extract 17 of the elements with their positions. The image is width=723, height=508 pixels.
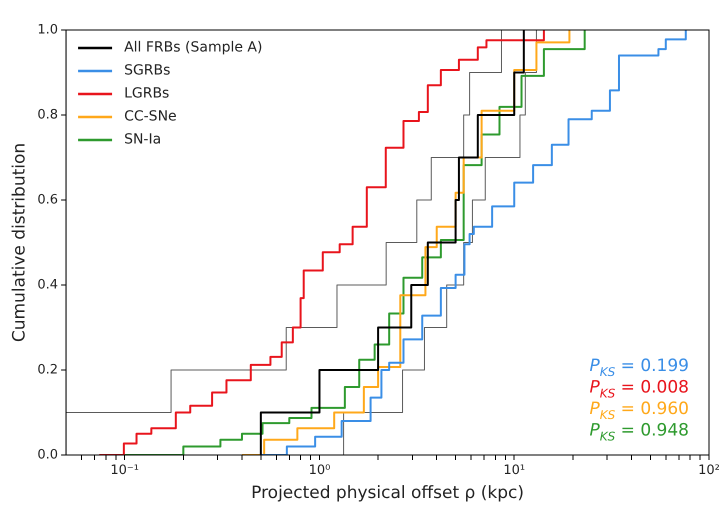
legend-label: All FRBs (Sample A) (124, 40, 262, 56)
legend-label: LGRBs (124, 86, 170, 102)
x-tick-label: 10² (698, 463, 720, 478)
x-tick-label: 10⁰ (308, 463, 330, 478)
y-tick-label: 0.2 (37, 362, 58, 378)
legend-label: SN-Ia (124, 132, 162, 148)
legend-label: SGRBs (124, 62, 170, 79)
y-tick-label: 0.4 (37, 277, 58, 292)
x-tick-label: 10¹ (503, 463, 526, 478)
y-tick-label: 0.6 (37, 192, 58, 208)
y-tick-label: 1.0 (37, 22, 58, 38)
legend-label: CC-SNe (124, 108, 177, 125)
x-tick-label: 10⁻¹ (110, 463, 140, 478)
y-axis-title: Cumulative distribution (10, 142, 30, 342)
x-axis-title: Projected physical offset ρ (kpc) (251, 483, 524, 504)
y-tick-label: 0.8 (37, 107, 58, 122)
y-tick-label: 0.0 (37, 447, 58, 462)
